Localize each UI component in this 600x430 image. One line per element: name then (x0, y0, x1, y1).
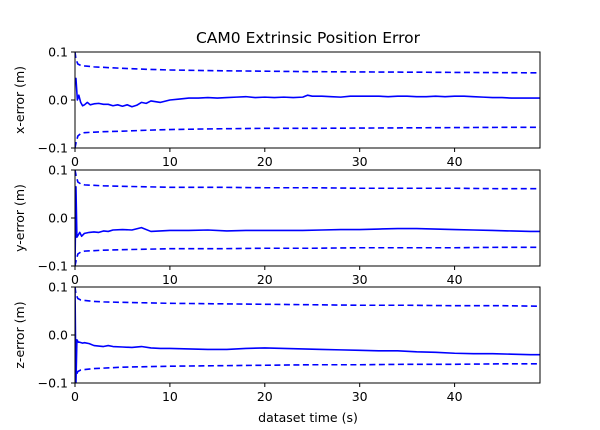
subplot-3: −0.1 0.0 0.1 0 10 20 30 40 z-error (m) (12, 280, 541, 404)
x-tick-label: 30 (352, 154, 368, 169)
series-group (75, 52, 540, 148)
error-line (75, 287, 540, 383)
y-axis-label: x-error (m) (12, 66, 27, 134)
axes-frame (74, 169, 541, 267)
upper-bound-line (75, 287, 540, 307)
y-tick-label: 0.0 (48, 93, 68, 108)
x-tick-label: 40 (447, 272, 463, 287)
x-axis-label: dataset time (s) (258, 410, 358, 425)
y-tick-label: 0.1 (48, 163, 68, 178)
x-tick-label: 20 (257, 272, 273, 287)
series-group (75, 170, 540, 266)
y-axis-label: z-error (m) (12, 301, 27, 368)
x-tick-label: 10 (162, 389, 178, 404)
y-tick-label: −0.1 (38, 376, 68, 391)
y-tick-label: −0.1 (38, 259, 68, 274)
error-line (75, 186, 540, 266)
error-line (75, 77, 540, 108)
y-tick-label: −0.1 (38, 141, 68, 156)
x-tick-label: 0 (71, 154, 79, 169)
upper-bound-line (75, 170, 540, 190)
subplot-panels: −0.10.00.10 10 20 30 40x-error (m)−0.10.00.1… (12, 45, 541, 404)
y-tick-label: 0.0 (48, 211, 68, 226)
x-tick-label: 10 (162, 272, 178, 287)
x-tick-label: 20 (257, 154, 273, 169)
y-tick-label: 0.0 (48, 328, 68, 343)
subplot-1: −0.1 0.0 0.1 0 10 20 30 40 x-error (m) (12, 45, 541, 169)
series-group (75, 287, 540, 383)
lower-bound-line (75, 246, 540, 266)
subplot-2: −0.1 0.0 0.1 0 10 20 30 40 y-error (m) (12, 163, 541, 287)
axes-frame (74, 286, 541, 384)
upper-bound-line (75, 52, 540, 74)
y-axis-label: y-error (m) (12, 184, 27, 252)
x-tick-label: 10 (162, 154, 178, 169)
x-tick-label: 0 (71, 389, 79, 404)
y-tick-label: 0.1 (48, 280, 68, 295)
y-tick-label: 0.1 (48, 45, 68, 60)
x-tick-label: 40 (447, 154, 463, 169)
x-tick-label: 30 (352, 272, 368, 287)
x-tick-label: 30 (352, 389, 368, 404)
x-tick-label: 0 (71, 272, 79, 287)
axes-frame (74, 51, 541, 149)
chart-title: CAM0 Extrinsic Position Error (196, 29, 421, 47)
x-tick-label: 20 (257, 389, 273, 404)
x-tick-label: 40 (447, 389, 463, 404)
lower-bound-line (75, 363, 540, 383)
lower-bound-line (75, 126, 540, 148)
